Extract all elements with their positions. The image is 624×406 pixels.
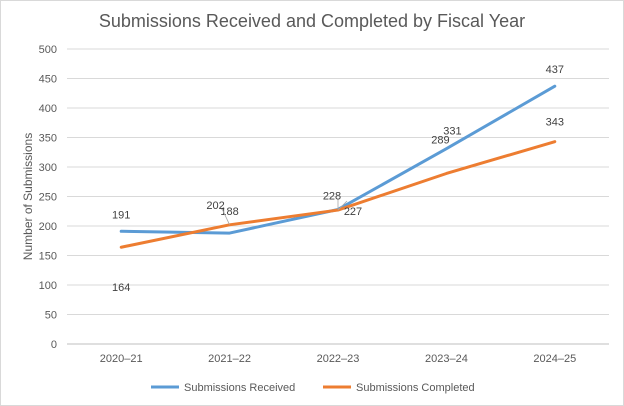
x-tick-label: 2022–23 xyxy=(317,353,360,365)
x-tick-label: 2023–24 xyxy=(425,353,468,365)
data-label: 343 xyxy=(546,117,564,129)
y-tick-label: 200 xyxy=(39,221,57,233)
data-label: 331 xyxy=(443,126,461,138)
chart-title: Submissions Received and Completed by Fi… xyxy=(98,11,526,31)
y-tick-label: 450 xyxy=(39,74,57,86)
data-label: 191 xyxy=(112,209,130,221)
y-tick-label: 50 xyxy=(45,310,57,322)
data-label: 164 xyxy=(112,282,130,294)
data-label-leader xyxy=(337,200,348,211)
y-tick-label: 500 xyxy=(39,44,57,56)
x-tick-label: 2024–25 xyxy=(533,353,576,365)
y-tick-label: 100 xyxy=(39,280,57,292)
data-label: 437 xyxy=(546,64,564,76)
data-label: 227 xyxy=(344,206,362,218)
data-label-leader xyxy=(221,207,230,225)
x-tick-label: 2021–22 xyxy=(208,353,251,365)
y-tick-label: 250 xyxy=(39,192,57,204)
data-label: 228 xyxy=(323,190,341,202)
y-tick-label: 350 xyxy=(39,133,57,145)
y-tick-label: 150 xyxy=(39,251,57,263)
data-label: 289 xyxy=(431,134,449,146)
data-label: 202 xyxy=(206,200,224,212)
legend-label: Submissions Received xyxy=(184,382,295,394)
y-tick-label: 300 xyxy=(39,162,57,174)
x-tick-label: 2020–21 xyxy=(100,353,143,365)
y-tick-label: 400 xyxy=(39,103,57,115)
legend-label: Submissions Completed xyxy=(356,382,475,394)
y-tick-label: 0 xyxy=(51,339,57,351)
y-axis-title: Number of Submissions xyxy=(21,133,35,260)
